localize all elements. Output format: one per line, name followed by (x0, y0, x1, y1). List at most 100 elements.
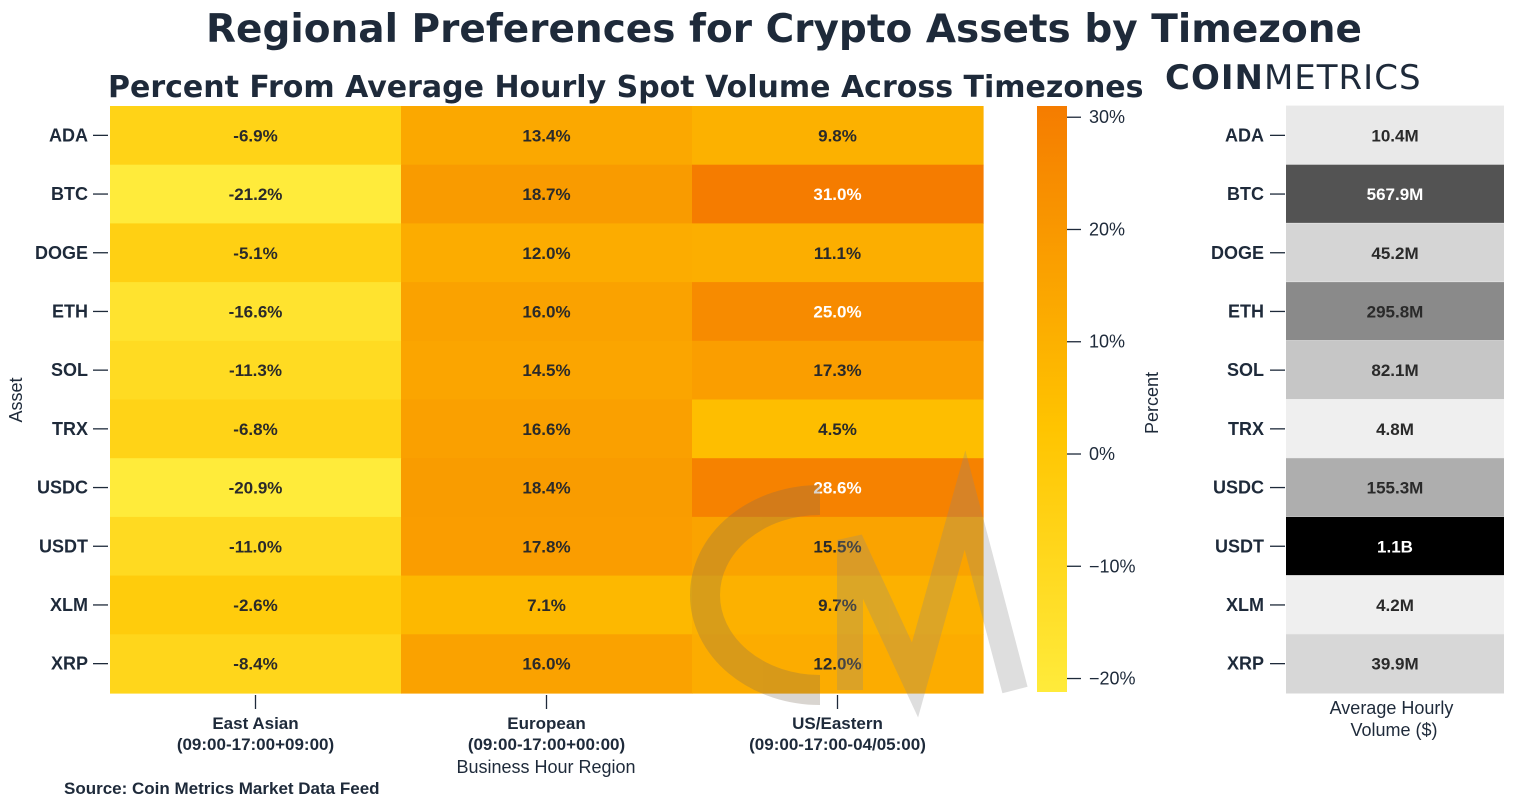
volume-value-label: 10.4M (1371, 126, 1418, 145)
heatmap-cell-xrp-3 (692, 634, 984, 694)
heatmap-cell-eth-3 (692, 282, 984, 342)
heatmap-cell-sol-1 (110, 340, 402, 401)
volume-tick-label: TRX (1228, 419, 1264, 439)
heatmap-value-label: 16.0% (522, 302, 570, 321)
volume-bar-xrp (1286, 634, 1504, 694)
heatmap-cell-sol-3 (692, 340, 984, 401)
heatmap-cell-xlm-1 (110, 575, 402, 635)
volume-value-label: 82.1M (1371, 361, 1418, 380)
colorbar-tick-label: 20% (1089, 219, 1125, 239)
svg-text:COINMETRICS: COINMETRICS (1165, 58, 1422, 98)
y-tick-label: USDC (37, 478, 88, 498)
volume-value-label: 39.9M (1371, 655, 1418, 674)
heatmap-title: Percent From Average Hourly Spot Volume … (108, 70, 1144, 105)
heatmap-cell-trx-1 (110, 399, 402, 459)
volume-tick-label: XRP (1227, 654, 1264, 674)
volume-value-label: 567.9M (1367, 185, 1424, 204)
colorbar-tick-label: 10% (1089, 332, 1125, 352)
heatmap-cell-ada-1 (110, 106, 402, 166)
heatmap-value-label: -8.4% (233, 655, 277, 674)
heatmap-cell-ada-2 (401, 106, 693, 166)
main-title: Regional Preferences for Crypto Assets b… (206, 7, 1362, 52)
volume-tick-label: DOGE (1211, 243, 1264, 263)
volume-bar-usdc (1286, 458, 1504, 518)
heatmap-value-label: 9.8% (818, 126, 857, 145)
y-tick-label: SOL (51, 360, 88, 380)
volume-tick-label: BTC (1227, 184, 1264, 204)
heatmap-cell-usdt-2 (401, 516, 693, 577)
volume-bar-eth (1286, 282, 1504, 342)
y-tick-label: XLM (50, 595, 88, 615)
volume-bar-sol (1286, 340, 1504, 400)
heatmap-value-label: -20.9% (229, 479, 283, 498)
heatmap-value-label: 18.4% (522, 479, 570, 498)
volume-bar-doge (1286, 223, 1504, 283)
heatmap-cell-trx-3 (692, 399, 984, 459)
heatmap-cell-usdc-2 (401, 458, 693, 518)
colorbar-tick-label: −10% (1089, 556, 1136, 576)
heatmap-cell-doge-3 (692, 223, 984, 283)
volume-bar-btc (1286, 164, 1504, 224)
volume-value-label: 4.8M (1376, 420, 1414, 439)
y-tick-label: DOGE (35, 243, 88, 263)
x-tick-hours-label: (09:00-17:00+00:00) (468, 735, 625, 754)
heatmap-value-label: -6.8% (233, 420, 277, 439)
heatmap-value-label: 12.0% (522, 244, 570, 263)
heatmap-cell-xrp-2 (401, 634, 693, 694)
colorbar-tick-label: 30% (1089, 107, 1125, 127)
colorbar-tick-label: 0% (1089, 444, 1115, 464)
y-tick-label: USDT (39, 536, 88, 556)
source-note: Source: Coin Metrics Market Data Feed (64, 779, 380, 798)
heatmap: -6.9% 13.4% 9.8% ADA -21.2% 18.7% 31.0% BTC -5.1… (35, 106, 984, 754)
heatmap-value-label: 16.0% (522, 655, 570, 674)
heatmap-value-label: -11.3% (229, 361, 282, 380)
y-tick-label: BTC (51, 184, 88, 204)
logo-word-metrics: METRICS (1264, 58, 1422, 98)
volume-value-label: 1.1B (1377, 537, 1413, 556)
volume-value-label: 155.3M (1367, 479, 1424, 498)
heatmap-cell-xlm-3 (692, 575, 984, 635)
logo-word-coin: COIN (1165, 58, 1264, 98)
volume-bar-usdt (1286, 516, 1504, 577)
heatmap-cell-xrp-1 (110, 634, 402, 694)
heatmap-value-label: 31.0% (813, 185, 861, 204)
y-tick-label: ETH (52, 301, 88, 321)
volume-bar-trx (1286, 399, 1504, 459)
heatmap-value-label: 18.7% (522, 185, 570, 204)
y-tick-label: TRX (52, 419, 88, 439)
heatmap-value-label: -21.2% (229, 185, 283, 204)
heatmap-value-label: 17.8% (522, 537, 570, 556)
heatmap-cell-eth-2 (401, 282, 693, 342)
heatmap-cell-eth-1 (110, 282, 402, 342)
heatmap-value-label: 25.0% (813, 302, 861, 321)
heatmap-value-label: 9.7% (818, 596, 857, 615)
volume-tick-label: USDC (1213, 478, 1264, 498)
heatmap-cell-doge-2 (401, 223, 693, 283)
heatmap-cell-usdc-1 (110, 458, 402, 518)
volume-tick-label: XLM (1226, 595, 1264, 615)
heatmap-cell-btc-1 (110, 164, 402, 224)
volume-value-label: 45.2M (1371, 244, 1418, 263)
heatmap-value-label: -5.1% (233, 244, 277, 263)
x-tick-label: East Asian (212, 714, 298, 733)
coinmetrics-logo: COINMETRICS (1165, 58, 1422, 98)
volume-tick-label: USDT (1215, 536, 1264, 556)
heatmap-cell-doge-1 (110, 223, 402, 283)
colorbar-label: Percent (1142, 372, 1162, 434)
watermark-cm (690, 450, 1028, 718)
heatmap-cell-btc-3 (692, 164, 984, 224)
heatmap-cell-ada-3 (692, 106, 984, 166)
volume-bar-chart: 10.4M ADA 567.9M BTC 45.2M DOGE 295.8M ETH 82.1M… (1211, 105, 1504, 694)
heatmap-cell-sol-2 (401, 340, 693, 401)
heatmap-cell-usdc-3 (692, 458, 984, 518)
heatmap-cell-usdt-1 (110, 516, 402, 577)
y-axis-label: Asset (6, 377, 26, 422)
heatmap-value-label: 12.0% (813, 655, 861, 674)
heatmap-value-label: 16.6% (522, 420, 570, 439)
heatmap-cell-trx-2 (401, 399, 693, 459)
volume-tick-label: ADA (1225, 125, 1264, 145)
volume-tick-label: SOL (1227, 360, 1264, 380)
x-tick-label: European (507, 714, 585, 733)
volume-axis-label-line-1: Average Hourly (1330, 698, 1454, 718)
